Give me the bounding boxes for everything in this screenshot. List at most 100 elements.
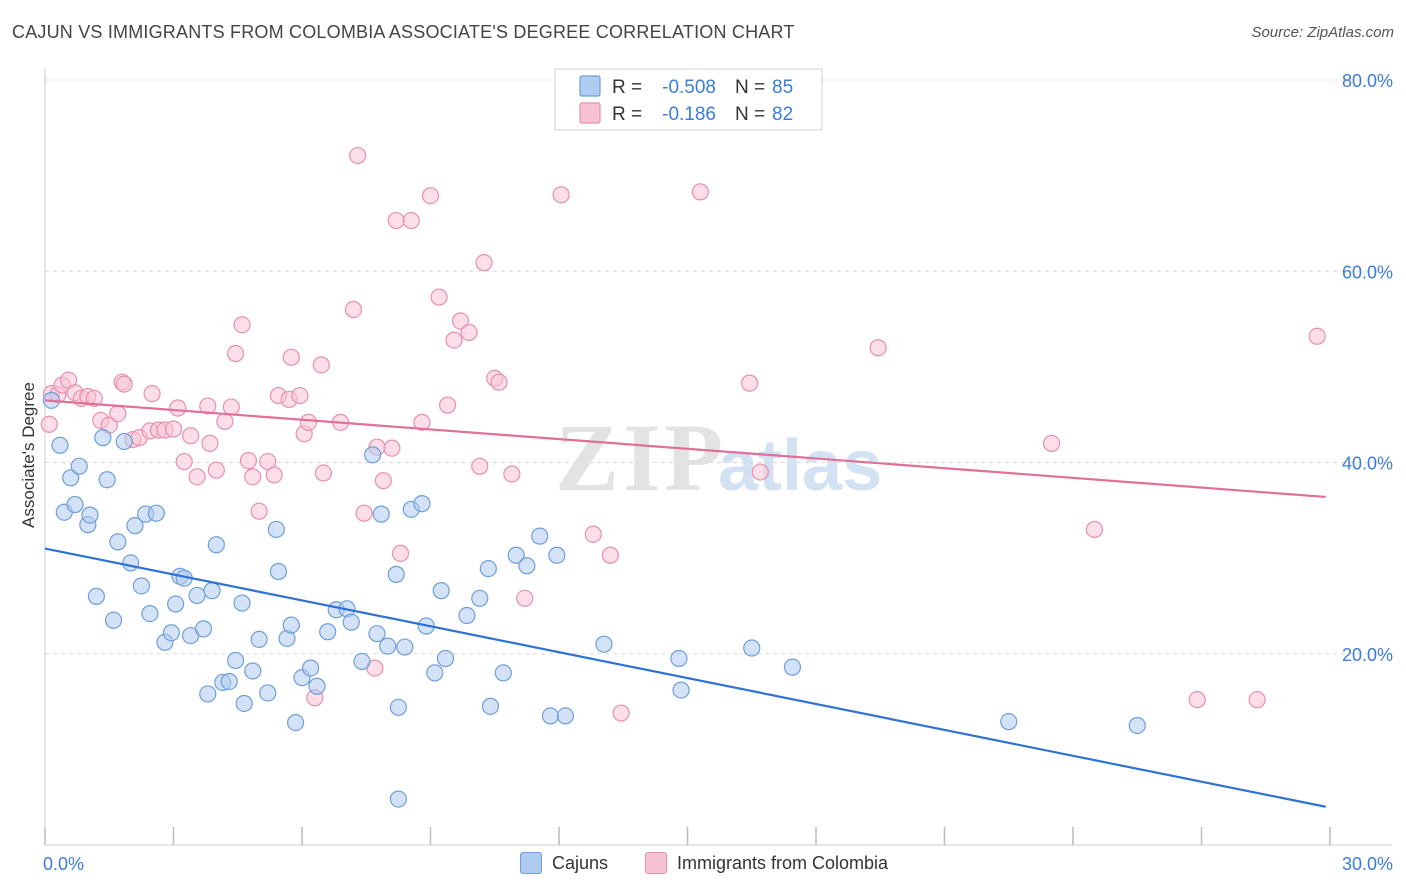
immigrants-point-30 — [227, 344, 245, 363]
cajuns-point-27 — [194, 620, 213, 638]
cajuns-point-65 — [458, 606, 476, 625]
cajuns-point-64 — [436, 649, 455, 668]
legend-r-value-1: -0.186 — [662, 104, 716, 125]
cajuns-point-62 — [426, 664, 444, 682]
cajuns-point-45 — [301, 659, 320, 677]
cajuns-point-66 — [471, 589, 489, 607]
immigrants-point-58 — [421, 187, 440, 205]
cajuns-point-15 — [126, 517, 144, 535]
immigrants-point-24 — [188, 468, 206, 486]
immigrants-point-72 — [601, 546, 620, 564]
cajuns-point-70 — [507, 546, 525, 564]
immigrants-point-29 — [222, 398, 240, 416]
legend-r-value-0: -0.508 — [662, 77, 716, 98]
cajuns-point-52 — [364, 446, 382, 464]
immigrants-point-52 — [374, 472, 392, 490]
cajuns-point-42 — [282, 616, 300, 634]
cajuns-point-34 — [233, 594, 251, 612]
y-tick-label-1: 40.0% — [1342, 454, 1393, 474]
bottom-legend: Cajuns Immigrants from Colombia — [0, 852, 1406, 878]
immigrants-point-13 — [115, 375, 133, 393]
immigrants-point-34 — [250, 502, 268, 520]
immigrants-point-32 — [239, 451, 258, 470]
source-label: Source: ZipAtlas.com — [1251, 24, 1394, 41]
cajuns-point-26 — [188, 586, 206, 605]
cajuns-point-30 — [207, 536, 225, 554]
immigrants-point-31 — [233, 316, 251, 334]
immigrants-point-25 — [199, 397, 217, 415]
immigrants-point-53 — [383, 439, 401, 457]
cajuns-point-4 — [66, 495, 84, 514]
immigrants-point-69 — [516, 589, 534, 607]
cajuns-point-75 — [556, 707, 575, 725]
cajuns-point-36 — [244, 662, 262, 680]
cajuns-point-53 — [368, 625, 386, 643]
cajuns-point-37 — [250, 630, 268, 649]
immigrants-point-78 — [1042, 434, 1061, 452]
immigrants-point-39 — [282, 348, 300, 366]
immigrants-point-57 — [413, 413, 431, 431]
immigrants-point-22 — [175, 452, 193, 471]
immigrants-point-60 — [439, 396, 457, 414]
cajuns-point-47 — [319, 623, 337, 641]
cajuns-point-3 — [62, 469, 80, 487]
cajuns-point-46 — [308, 677, 326, 695]
cajuns-point-77 — [670, 649, 688, 668]
cajuns-point-12 — [109, 533, 127, 551]
cajuns-point-67 — [479, 560, 497, 578]
immigrants-point-0 — [40, 415, 58, 433]
cajuns-point-29 — [203, 582, 221, 600]
immigrants-point-67 — [490, 373, 508, 391]
immigrants-point-44 — [312, 356, 330, 374]
immigrants-point-28 — [216, 412, 234, 430]
cajuns-point-16 — [132, 577, 150, 595]
immigrants-point-49 — [355, 504, 373, 522]
axes — [44, 68, 1392, 846]
immigrants-point-55 — [391, 544, 410, 562]
cajuns-point-80 — [783, 658, 802, 676]
x-tick-label-end: 30.0% — [1342, 854, 1393, 874]
immigrants-point-36 — [265, 466, 283, 484]
cajuns-point-18 — [141, 604, 159, 623]
immigrants-point-17 — [143, 385, 161, 403]
y-tick-label-2: 60.0% — [1342, 262, 1393, 282]
immigrants-point-61 — [445, 331, 463, 349]
immigrants-point-79 — [1085, 520, 1104, 539]
immigrants-point-23 — [182, 427, 200, 445]
legend-n-value-1: 82 — [772, 104, 793, 125]
immigrants-point-47 — [344, 300, 362, 319]
cajuns-point-14 — [122, 554, 140, 572]
chart-title: CAJUN VS IMMIGRANTS FROM COLOMBIA ASSOCI… — [12, 22, 795, 42]
immigrants-point-73 — [612, 704, 630, 722]
correlation-legend: R = -0.508 N = 85 R = -0.186 N = 82 — [554, 68, 823, 131]
grid-lines — [45, 79, 1392, 655]
watermark-atlas: atlas — [718, 426, 882, 506]
cajuns-point-35 — [235, 694, 253, 713]
immigrants-point-27 — [207, 461, 225, 479]
immigrants-point-8 — [85, 389, 103, 408]
cajuns-point-50 — [342, 613, 360, 631]
x-tick-label-start: 0.0% — [43, 854, 84, 874]
legend-item-cajuns[interactable]: Cajuns — [520, 852, 608, 874]
cajuns-point-83 — [389, 790, 407, 808]
cajuns-point-13 — [115, 432, 133, 451]
immigrants-point-48 — [349, 146, 367, 165]
legend-n-label-1: N = — [735, 104, 765, 125]
y-tick-label-0: 20.0% — [1342, 645, 1393, 665]
cajuns-point-60 — [413, 495, 431, 513]
immigrants-point-74 — [691, 183, 709, 201]
cajuns-point-55 — [379, 637, 397, 655]
cajuns-point-32 — [220, 672, 238, 691]
cajuns-point-54 — [372, 505, 390, 523]
legend-r-label-0: R = — [612, 77, 642, 98]
legend-n-value-0: 85 — [772, 77, 793, 98]
cajuns-point-10 — [98, 471, 116, 489]
cajuns-point-68 — [481, 697, 500, 715]
legend-item-immigrants-from-colombia[interactable]: Immigrants from Colombia — [645, 852, 888, 874]
cajuns-point-78 — [672, 681, 690, 699]
cajuns-point-19 — [147, 504, 165, 522]
cajuns-point-58 — [396, 638, 414, 656]
cajuns-point-71 — [518, 557, 536, 575]
cajuns-point-5 — [70, 457, 88, 475]
cajuns-point-51 — [353, 652, 371, 671]
